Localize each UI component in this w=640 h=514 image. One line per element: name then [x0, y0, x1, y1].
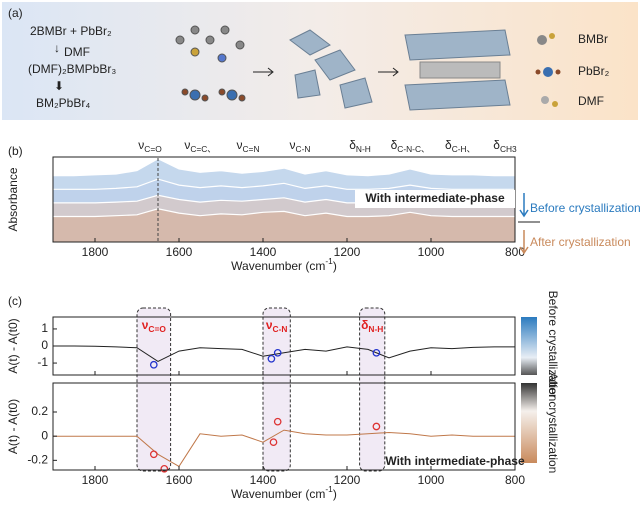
x-tick-label: 800 — [505, 473, 525, 487]
arrow-symbol: ↓ — [54, 41, 60, 55]
figure: (a) 2BMBr + PbBr₂ ↓ DMF (DMF)₂BMPbBr₃ ⬇ … — [0, 0, 640, 514]
x-axis-label-end: ) — [333, 259, 337, 273]
x-tick-label: 1600 — [166, 473, 193, 487]
band-annotation-sub: C=N — [243, 144, 260, 154]
region-label-sub: N-H — [368, 324, 383, 334]
band-annotation: νC-N — [290, 138, 311, 154]
x-axis-label-base: Wavenumber (cm — [231, 487, 325, 501]
x-tick-label: 1600 — [166, 245, 193, 259]
y-axis-label: Absorbance — [6, 167, 20, 231]
colorbar — [521, 317, 537, 375]
reaction-text: BM₂PbBr₄ — [36, 96, 90, 110]
band-annotation-sub: CH3 — [500, 144, 517, 154]
band-annotation-sub: N-H — [356, 144, 371, 154]
region-label-sub: C=O — [148, 324, 166, 334]
panel-label: (a) — [8, 6, 23, 20]
y-tick-label: 0 — [41, 428, 48, 442]
note: With intermediate-phase — [385, 454, 525, 468]
x-tick-label: 1400 — [250, 245, 277, 259]
panel-label: (b) — [8, 144, 23, 158]
band-annotation-sub: C-H、 — [452, 144, 475, 154]
y-tick-label: 0.2 — [31, 404, 48, 418]
legend-label: BMBr — [578, 32, 608, 46]
band-annotation: νC=O — [138, 138, 162, 154]
x-axis-label: Wavenumber (cm-1) — [231, 484, 337, 501]
legend-label: PbBr₂ — [578, 64, 610, 78]
x-tick-label: 1800 — [82, 473, 109, 487]
region-label-base: δ — [361, 318, 368, 332]
region-label-sub: C-N — [273, 324, 288, 334]
reaction-text: (DMF)₂BMPbBr₃ — [28, 62, 116, 76]
x-axis-label-end: ) — [333, 487, 337, 501]
band-annotation-sub: C=O — [144, 144, 162, 154]
product-structure — [405, 30, 510, 110]
arrow-label: After crystallization — [530, 235, 631, 249]
band-annotation: δC-N-C、 — [391, 138, 430, 154]
legend-label: DMF — [578, 94, 604, 108]
arrow-symbol: ⬇ — [54, 79, 64, 93]
x-axis-label: Wavenumber (cm-1) — [231, 256, 337, 273]
y-axis-label: A(t) - A(t0) — [6, 399, 20, 454]
x-tick-label: 1400 — [250, 473, 277, 487]
colorbar-label: After crystallization — [546, 373, 560, 474]
band-annotation: δN-H — [349, 138, 371, 154]
y-tick-label: -1 — [37, 355, 48, 369]
x-tick-label: 1000 — [418, 473, 445, 487]
x-tick-label: 1000 — [418, 245, 445, 259]
arrow — [520, 230, 528, 253]
x-tick-label: 800 — [505, 245, 525, 259]
band-annotation: δCH3 — [493, 138, 517, 154]
band-annotation: δC-H、 — [445, 138, 475, 154]
band-annotation-sub: C-N-C、 — [397, 144, 429, 154]
y-tick-label: 0 — [41, 338, 48, 352]
note: With intermediate-phase — [365, 191, 505, 205]
reaction-text: 2BMBr + PbBr₂ — [30, 24, 112, 38]
colorbar — [521, 383, 537, 463]
band-annotation-sub: C=C、 — [190, 144, 215, 154]
arrow — [520, 193, 528, 216]
band-annotation-sub: C-N — [296, 144, 311, 154]
panel-label: (c) — [8, 294, 22, 308]
y-axis-label: A(t) - A(t0) — [6, 318, 20, 373]
y-tick-label: 1 — [41, 321, 48, 335]
y-tick-label: -0.2 — [27, 453, 48, 467]
x-tick-label: 1800 — [82, 245, 109, 259]
x-tick-label: 1200 — [334, 245, 361, 259]
band-annotation: νC=N — [237, 138, 260, 154]
band-annotation: νC=C、 — [184, 138, 215, 154]
x-tick-label: 1200 — [334, 473, 361, 487]
x-axis-label-base: Wavenumber (cm — [231, 259, 325, 273]
reaction-text: DMF — [64, 45, 90, 59]
arrow-label: Before crystallization — [530, 201, 640, 215]
